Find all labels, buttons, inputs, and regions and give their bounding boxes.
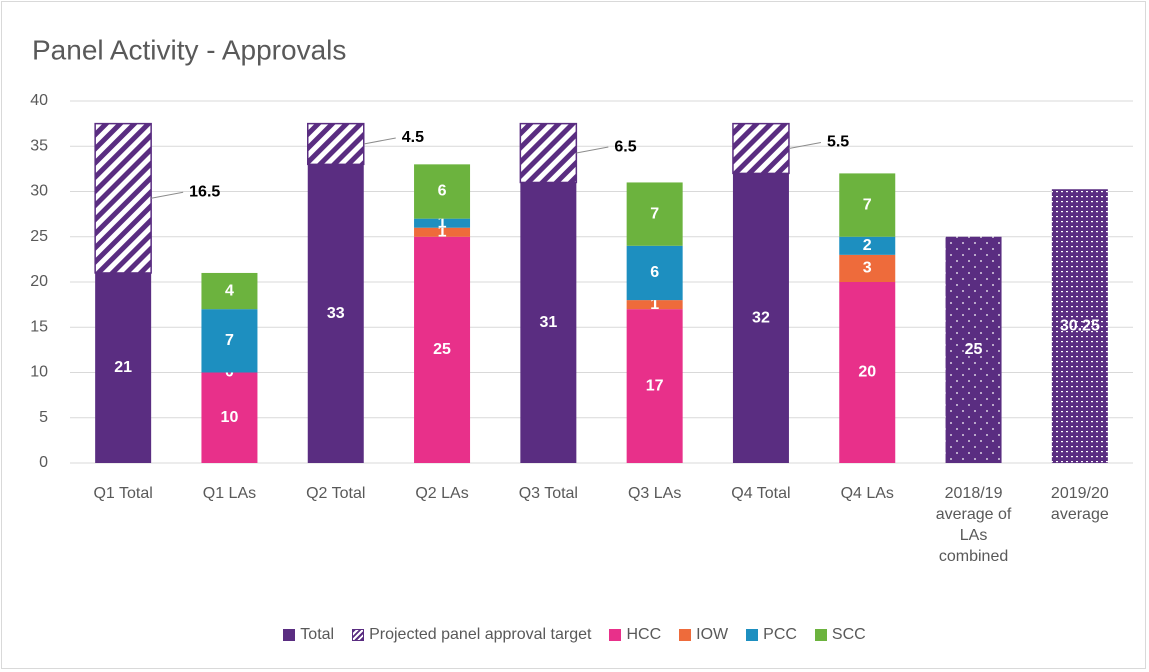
data-label: 31 xyxy=(539,314,557,331)
data-label: 4 xyxy=(225,282,234,299)
x-tick-label: 2018/19 average of LAs combined xyxy=(935,485,1012,565)
bar-segment xyxy=(626,309,683,463)
data-label: 10 xyxy=(221,409,239,426)
bar-segment xyxy=(414,164,471,219)
y-tick-label: 5 xyxy=(39,409,48,426)
bar-segment xyxy=(1051,189,1108,464)
bar-segment xyxy=(839,236,896,255)
data-label: 2 xyxy=(863,237,872,254)
data-label: 7 xyxy=(863,196,872,213)
x-tick-label: Q1 LAs xyxy=(202,485,257,502)
data-label: 7 xyxy=(225,332,234,349)
x-tick-label: Q3 Total xyxy=(518,485,578,502)
x-tick-label: Q3 LAs xyxy=(627,485,682,502)
bar-segment xyxy=(201,272,258,310)
data-label: 1 xyxy=(438,214,447,231)
leader-line xyxy=(363,137,396,145)
bar-segment xyxy=(414,227,471,237)
x-tick-label: Q4 LAs xyxy=(840,485,894,502)
bar-segment xyxy=(732,173,789,463)
bar-segment xyxy=(626,245,683,301)
legend-item: Projected panel approval target xyxy=(352,626,591,644)
bar-segment xyxy=(519,122,578,184)
data-label: 30.25 xyxy=(1060,317,1100,334)
bar-segment xyxy=(732,122,790,175)
legend-label: Projected panel approval target xyxy=(369,626,592,643)
x-tick-label: Q2 LAs xyxy=(415,485,469,502)
y-tick-label: 20 xyxy=(30,273,48,290)
bar-segment xyxy=(95,272,152,463)
data-label: 32 xyxy=(752,309,770,326)
bar-segment xyxy=(626,182,683,246)
legend-item: IOW xyxy=(679,626,728,644)
leader-line xyxy=(151,191,184,199)
data-label: 6 xyxy=(650,264,659,281)
data-label: 6 xyxy=(438,183,447,200)
leader-line xyxy=(788,142,822,150)
bar-segment xyxy=(414,218,471,228)
bar-segment xyxy=(201,309,258,373)
legend-swatch xyxy=(679,629,692,641)
data-label: 7 xyxy=(650,205,659,222)
y-tick-label: 35 xyxy=(30,137,48,154)
bar-segment xyxy=(520,182,577,463)
bar-segment xyxy=(201,372,258,463)
legend-label: SCC xyxy=(831,626,866,643)
legend-swatch xyxy=(609,629,622,641)
bar-segment xyxy=(307,164,364,463)
legend-swatch xyxy=(814,629,827,641)
y-tick-label: 25 xyxy=(30,228,48,245)
x-tick-label: Q4 Total xyxy=(731,485,791,502)
bar-segment xyxy=(945,236,1002,463)
bar-segment xyxy=(414,236,471,463)
bar-segment xyxy=(626,300,683,310)
legend-swatch xyxy=(746,629,759,641)
data-label: 4.5 xyxy=(402,129,424,146)
data-label: 16.5 xyxy=(189,184,220,201)
x-tick-label: Q2 Total xyxy=(306,485,366,502)
data-label: 1 xyxy=(650,296,659,313)
data-label: 20 xyxy=(858,364,876,381)
bar-segment xyxy=(839,254,896,282)
bar-segment xyxy=(94,122,152,274)
bar-segment xyxy=(839,173,896,237)
legend-item: HCC xyxy=(609,626,661,644)
data-label: 3 xyxy=(863,260,872,277)
x-tick-label: Q1 Total xyxy=(93,485,153,502)
legend-label: HCC xyxy=(626,626,662,643)
bar-segment xyxy=(839,282,896,463)
legend-swatch xyxy=(283,629,296,641)
data-label: 33 xyxy=(327,305,345,322)
data-label: 17 xyxy=(646,377,664,394)
data-label: 6.5 xyxy=(614,138,636,155)
y-tick-label: 40 xyxy=(30,92,48,109)
leader-line xyxy=(576,146,609,154)
bar-segment xyxy=(307,122,365,166)
legend-label: Total xyxy=(300,626,335,643)
legend-item: Total xyxy=(283,626,334,644)
data-label: 5.5 xyxy=(827,134,849,151)
data-label: 1 xyxy=(438,223,447,240)
x-tick-label: 2019/20 average xyxy=(1050,485,1109,523)
y-tick-label: 30 xyxy=(30,183,48,200)
y-tick-label: 10 xyxy=(30,364,48,381)
legend: Total Projected panel approval target HCC I… xyxy=(0,626,1149,644)
legend-item: PCC xyxy=(746,626,797,644)
data-label: 21 xyxy=(114,359,132,376)
data-label: 25 xyxy=(433,341,451,358)
legend-label: PCC xyxy=(763,626,797,643)
data-label: 25 xyxy=(965,341,983,358)
legend-label: IOW xyxy=(696,626,729,643)
legend-item: SCC xyxy=(814,626,866,644)
y-tick-label: 15 xyxy=(30,318,48,335)
chart-title: Panel Activity - Approvals xyxy=(32,34,346,65)
legend-swatch xyxy=(352,629,365,641)
y-tick-label: 0 xyxy=(39,454,48,471)
